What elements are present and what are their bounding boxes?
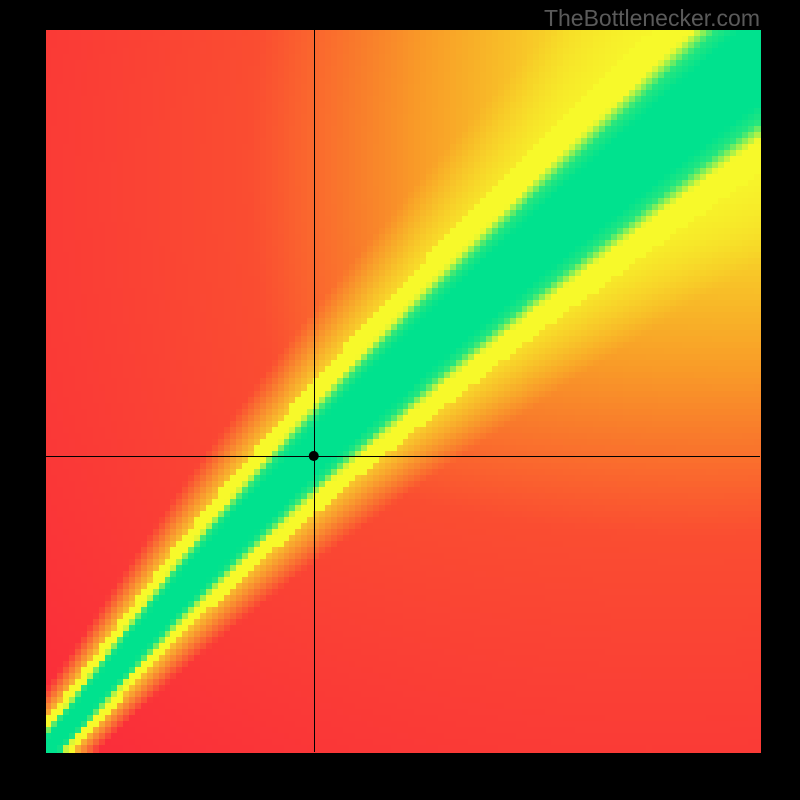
- bottleneck-heatmap-canvas: [0, 0, 800, 800]
- watermark-text: TheBottlenecker.com: [544, 5, 760, 32]
- chart-container: TheBottlenecker.com: [0, 0, 800, 800]
